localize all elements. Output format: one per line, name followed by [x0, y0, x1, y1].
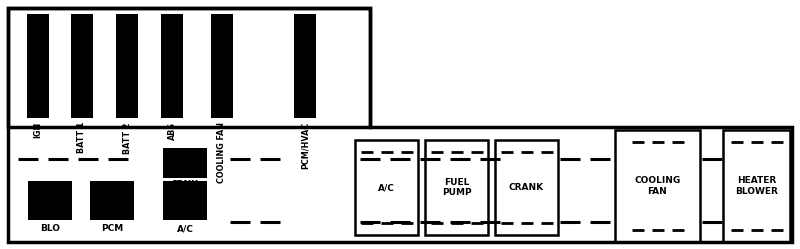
Bar: [723, 130, 790, 242]
Bar: [615, 130, 700, 242]
Text: COOLING
FAN: COOLING FAN: [634, 176, 681, 196]
Bar: [161, 14, 183, 118]
Text: PCM: PCM: [101, 224, 123, 233]
Text: IGN: IGN: [34, 122, 42, 138]
Text: BATT 1: BATT 1: [78, 122, 86, 153]
Text: PCM/HVAC: PCM/HVAC: [301, 122, 310, 169]
Bar: [355, 140, 418, 235]
Text: BATT 2: BATT 2: [122, 122, 131, 153]
Bar: [116, 14, 138, 118]
Text: CRNK: CRNK: [171, 180, 199, 189]
Bar: [163, 181, 207, 220]
Bar: [495, 140, 558, 235]
Bar: [294, 14, 316, 118]
Bar: [211, 14, 233, 118]
Bar: [90, 181, 134, 220]
Text: A/C: A/C: [378, 183, 395, 192]
Bar: [28, 181, 72, 220]
Text: HEATER
BLOWER: HEATER BLOWER: [735, 176, 778, 196]
Bar: [71, 14, 93, 118]
Text: A/C: A/C: [177, 224, 194, 233]
Text: CRANK: CRANK: [509, 183, 544, 192]
Bar: [163, 148, 207, 178]
Bar: [27, 14, 49, 118]
Text: COOLING FAN: COOLING FAN: [218, 122, 226, 183]
Text: FUEL
PUMP: FUEL PUMP: [442, 178, 471, 197]
Text: BLO: BLO: [40, 224, 60, 233]
Text: ABS: ABS: [167, 122, 177, 140]
Bar: [425, 140, 488, 235]
